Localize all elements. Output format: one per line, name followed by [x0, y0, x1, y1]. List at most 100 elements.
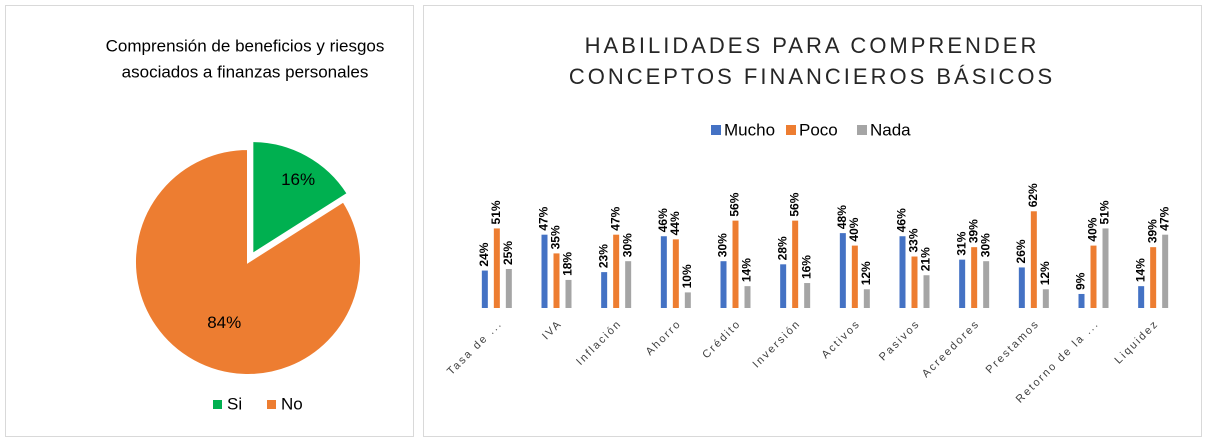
legend-swatch	[857, 125, 867, 135]
data-label: 31%	[954, 231, 968, 255]
data-label: 30%	[978, 233, 992, 257]
data-label: 40%	[1086, 217, 1100, 241]
data-label: 14%	[1133, 258, 1147, 282]
x-tick-label: IVA	[540, 318, 565, 343]
legend-swatch	[267, 400, 276, 409]
bar	[720, 261, 727, 308]
bar	[601, 272, 608, 308]
legend-swatch	[786, 125, 796, 135]
bar	[744, 286, 751, 308]
legend-swatch	[213, 400, 222, 409]
bar	[1078, 293, 1085, 308]
bar	[899, 236, 906, 308]
legend-label: No	[281, 394, 303, 413]
bar	[1030, 211, 1037, 308]
bar	[1138, 286, 1145, 308]
bar	[1090, 245, 1097, 308]
data-label: 28%	[775, 236, 789, 260]
x-tick-label: Activos	[820, 318, 863, 361]
data-label: 10%	[680, 264, 694, 288]
data-label: 21%	[919, 247, 933, 271]
data-label: 47%	[608, 206, 622, 230]
data-label: 84%	[207, 313, 241, 332]
data-label: 12%	[859, 261, 873, 285]
data-label: 39%	[1145, 219, 1159, 243]
data-label: 9%	[1074, 272, 1088, 290]
bar	[804, 283, 811, 308]
bar	[792, 220, 799, 308]
x-tick-label: Liquidez	[1113, 318, 1162, 367]
data-label: 44%	[668, 211, 682, 235]
bar	[625, 261, 632, 308]
x-tick-label: Pasivos	[877, 318, 923, 364]
data-label: 47%	[537, 206, 551, 230]
bar	[839, 233, 846, 308]
bar	[911, 256, 918, 308]
pie-frame	[5, 5, 414, 437]
chart-title: HABILIDADES PARA COMPRENDER	[585, 33, 1040, 58]
data-label: 62%	[1026, 183, 1040, 207]
bar	[851, 245, 858, 308]
data-label: 30%	[620, 233, 634, 257]
x-tick-label: Inflación	[574, 318, 624, 368]
bar	[481, 270, 488, 308]
bar	[613, 234, 620, 308]
data-label: 39%	[966, 219, 980, 243]
data-label: 51%	[1098, 200, 1112, 224]
x-tick-label: Acreedores	[920, 318, 982, 380]
data-label: 40%	[847, 217, 861, 241]
data-label: 18%	[561, 252, 575, 276]
data-label: 51%	[489, 200, 503, 224]
x-tick-label: Inversión	[751, 318, 804, 371]
data-label: 26%	[1014, 239, 1028, 263]
data-label: 25%	[501, 241, 515, 265]
pie-slice	[134, 147, 362, 376]
bar	[1102, 228, 1109, 308]
bar	[1018, 267, 1025, 308]
bar	[863, 289, 870, 308]
bar	[780, 264, 787, 308]
bar	[923, 275, 930, 308]
data-label: 24%	[477, 242, 491, 266]
legend-swatch	[711, 125, 721, 135]
data-label: 46%	[656, 208, 670, 232]
bar	[1150, 247, 1157, 308]
bar	[565, 279, 572, 308]
bar	[1162, 234, 1169, 308]
x-tick-label: Prestamos	[984, 318, 1042, 376]
bar	[732, 220, 739, 308]
data-label: 30%	[716, 233, 730, 257]
data-label: 48%	[835, 205, 849, 229]
chart-title: asociados a finanzas personales	[122, 62, 369, 81]
bar	[493, 228, 500, 308]
data-label: 56%	[728, 192, 742, 216]
bar	[672, 239, 679, 308]
chart-title: CONCEPTOS FINANCIEROS BÁSICOS	[569, 64, 1055, 89]
bar	[553, 253, 560, 308]
legend-label: Mucho	[724, 120, 775, 139]
data-label: 56%	[787, 192, 801, 216]
bar-frame	[423, 5, 1202, 437]
data-label: 12%	[1038, 261, 1052, 285]
data-label: 47%	[1157, 206, 1171, 230]
bar	[1042, 289, 1049, 308]
data-label: 35%	[549, 225, 563, 249]
chart-title: Comprensión de beneficios y riesgos	[106, 36, 385, 55]
bar	[505, 269, 512, 308]
bar	[660, 236, 667, 308]
bar	[959, 259, 966, 308]
bar	[971, 247, 978, 308]
data-label: 23%	[596, 244, 610, 268]
data-label: 16%	[281, 170, 315, 189]
bar	[541, 234, 548, 308]
pie-slice	[251, 140, 350, 256]
data-label: 14%	[740, 258, 754, 282]
data-label: 33%	[907, 228, 921, 252]
data-label: 46%	[895, 208, 909, 232]
x-tick-label: Ahorro	[644, 318, 684, 358]
bar	[983, 261, 990, 308]
x-tick-label: Crédito	[700, 318, 743, 361]
data-label: 16%	[799, 255, 813, 279]
legend-label: Poco	[799, 120, 838, 139]
